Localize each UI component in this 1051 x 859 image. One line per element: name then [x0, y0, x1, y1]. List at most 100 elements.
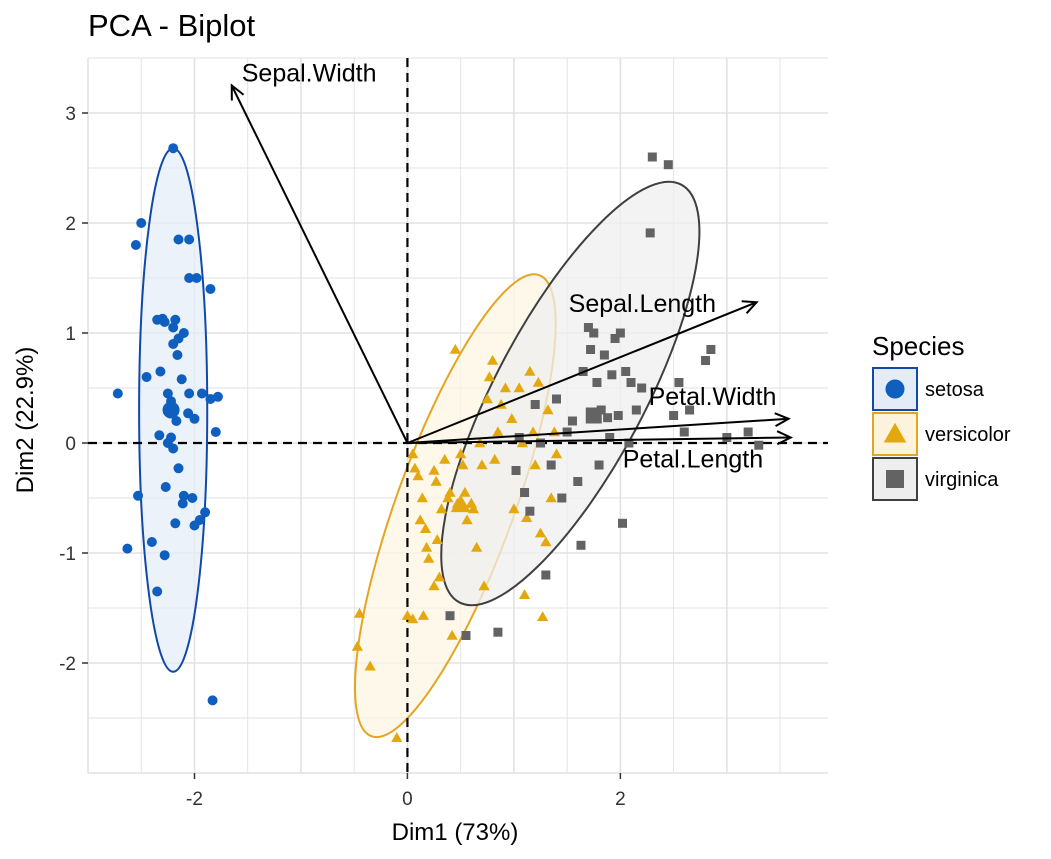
point-setosa [146, 537, 157, 547]
point-setosa [205, 284, 216, 294]
legend-label-virginica: virginica [925, 469, 999, 491]
point-virginica [573, 477, 583, 486]
point-setosa [184, 273, 195, 283]
point-versicolor [508, 503, 520, 514]
point-virginica [530, 400, 540, 409]
arrowhead-sepal-length [741, 300, 759, 314]
point-versicolor [439, 453, 451, 464]
point-virginica [607, 370, 617, 380]
y-axis-ticks: -2 -1 0 1 2 3 [59, 104, 88, 675]
point-virginica [706, 345, 716, 354]
point-versicolor [471, 541, 483, 552]
point-versicolor [419, 523, 432, 534]
x-axis-title: Dim1 (73%) [392, 819, 519, 846]
point-versicolor [433, 571, 445, 582]
legend-marker-virginica [886, 470, 904, 488]
point-versicolor [467, 503, 480, 514]
point-virginica [605, 433, 615, 442]
point-versicolor [417, 610, 430, 620]
point-setosa [176, 374, 187, 385]
point-setosa [141, 372, 152, 382]
x-tick-label: 2 [615, 789, 626, 810]
point-versicolor [457, 459, 469, 470]
point-virginica [525, 506, 535, 516]
point-setosa [133, 490, 144, 501]
point-versicolor [461, 514, 473, 525]
point-virginica [576, 540, 586, 550]
point-versicolor [537, 611, 549, 622]
arrow-sepal-length [407, 301, 758, 444]
point-versicolor [431, 534, 443, 545]
point-setosa [196, 388, 207, 399]
point-versicolor [416, 492, 428, 503]
point-virginica [615, 328, 625, 338]
point-setosa [159, 317, 170, 327]
arrow-petal-width [407, 417, 789, 444]
point-setosa [170, 314, 181, 325]
x-axis-ticks: -2 0 2 [186, 773, 626, 810]
legend-marker-versicolor [883, 422, 907, 443]
point-versicolor [518, 589, 531, 600]
point-versicolor [542, 404, 554, 415]
point-versicolor [364, 660, 376, 671]
point-virginica [647, 152, 657, 162]
point-setosa [173, 234, 184, 245]
point-virginica [610, 334, 620, 343]
point-versicolor [423, 552, 435, 563]
variable-arrows: Sepal.Width Sepal.Length Petal.Width Petal.… [230, 60, 794, 474]
point-virginica [603, 413, 613, 423]
point-virginica [520, 488, 530, 497]
point-versicolor [444, 486, 456, 497]
y-tick-label: 2 [65, 214, 76, 235]
point-versicolor [489, 453, 501, 464]
point-virginica [583, 323, 593, 332]
point-virginica [536, 438, 546, 448]
point-versicolor [435, 503, 448, 514]
point-versicolor [459, 486, 471, 497]
point-setosa [212, 391, 223, 402]
point-setosa [159, 550, 170, 561]
point-virginica [589, 328, 599, 338]
centroid-versicolor [450, 494, 471, 513]
point-versicolor [534, 527, 547, 538]
point-virginica [461, 631, 471, 640]
point-setosa [173, 463, 184, 474]
arrow-petal-length [407, 436, 791, 444]
point-virginica [514, 433, 524, 442]
point-virginica [557, 493, 567, 503]
point-versicolor [449, 343, 461, 354]
point-setosa [194, 515, 205, 525]
variable-label-sepal-length: Sepal.Length [569, 290, 716, 318]
point-versicolor [420, 541, 433, 552]
centroid-setosa [162, 401, 180, 419]
point-virginica [637, 383, 647, 393]
point-virginica [674, 378, 684, 387]
y-tick-label: -1 [59, 544, 76, 565]
point-versicolor [428, 464, 440, 475]
x-tick-label: -2 [186, 789, 203, 810]
point-versicolor [483, 371, 496, 382]
point-versicolor [407, 613, 419, 624]
reference-lines [88, 58, 828, 773]
point-virginica [621, 367, 631, 376]
point-virginica [754, 440, 764, 450]
point-setosa [184, 234, 195, 245]
point-versicolor [486, 354, 499, 365]
point-virginica [631, 405, 641, 415]
point-setosa [168, 143, 179, 154]
point-virginica [594, 460, 604, 470]
point-versicolor [521, 512, 533, 523]
point-virginica [445, 611, 455, 621]
point-virginica [546, 460, 556, 470]
point-versicolor [414, 514, 426, 525]
point-virginica [586, 345, 596, 354]
point-versicolor [506, 413, 518, 424]
point-virginica [592, 378, 602, 387]
point-virginica [624, 438, 634, 448]
point-setosa [166, 432, 177, 443]
point-setosa [183, 408, 194, 419]
y-tick-label: 1 [65, 324, 76, 345]
point-setosa [136, 218, 147, 228]
point-virginica [701, 356, 711, 365]
point-virginica [679, 427, 689, 437]
